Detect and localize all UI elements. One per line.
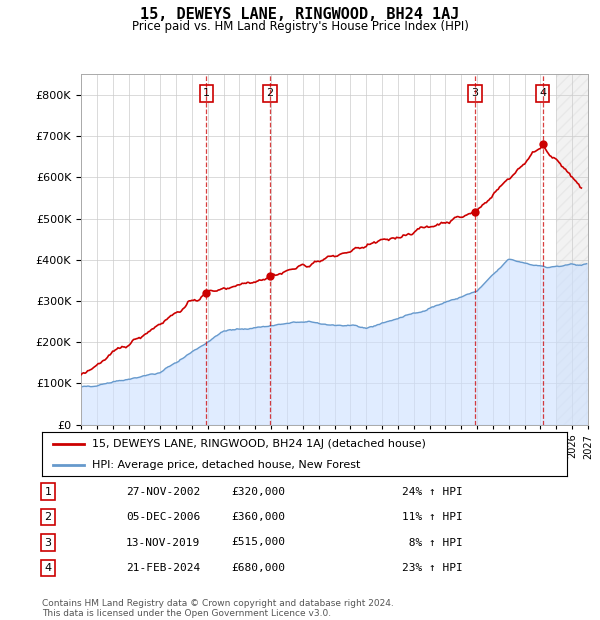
Text: Contains HM Land Registry data © Crown copyright and database right 2024.
This d: Contains HM Land Registry data © Crown c… [42,599,394,618]
Text: 05-DEC-2006: 05-DEC-2006 [126,512,200,522]
Text: £360,000: £360,000 [231,512,285,522]
Text: 23% ↑ HPI: 23% ↑ HPI [402,563,463,573]
Text: 27-NOV-2002: 27-NOV-2002 [126,487,200,497]
Text: £320,000: £320,000 [231,487,285,497]
Text: 8% ↑ HPI: 8% ↑ HPI [402,538,463,547]
Text: 2: 2 [266,89,274,99]
Text: 4: 4 [44,563,52,573]
Text: 15, DEWEYS LANE, RINGWOOD, BH24 1AJ: 15, DEWEYS LANE, RINGWOOD, BH24 1AJ [140,7,460,22]
Text: 24% ↑ HPI: 24% ↑ HPI [402,487,463,497]
Text: HPI: Average price, detached house, New Forest: HPI: Average price, detached house, New … [92,460,360,470]
Text: £680,000: £680,000 [231,563,285,573]
Text: 1: 1 [44,487,52,497]
Bar [556,74,600,425]
Text: 21-FEB-2024: 21-FEB-2024 [126,563,200,573]
Text: 1: 1 [203,89,209,99]
Text: 2: 2 [44,512,52,522]
Text: 3: 3 [472,89,479,99]
Text: 4: 4 [539,89,546,99]
Text: 11% ↑ HPI: 11% ↑ HPI [402,512,463,522]
Text: Price paid vs. HM Land Registry's House Price Index (HPI): Price paid vs. HM Land Registry's House … [131,20,469,33]
Text: 3: 3 [44,538,52,547]
Text: £515,000: £515,000 [231,538,285,547]
Text: 13-NOV-2019: 13-NOV-2019 [126,538,200,547]
Text: 15, DEWEYS LANE, RINGWOOD, BH24 1AJ (detached house): 15, DEWEYS LANE, RINGWOOD, BH24 1AJ (det… [92,438,426,449]
